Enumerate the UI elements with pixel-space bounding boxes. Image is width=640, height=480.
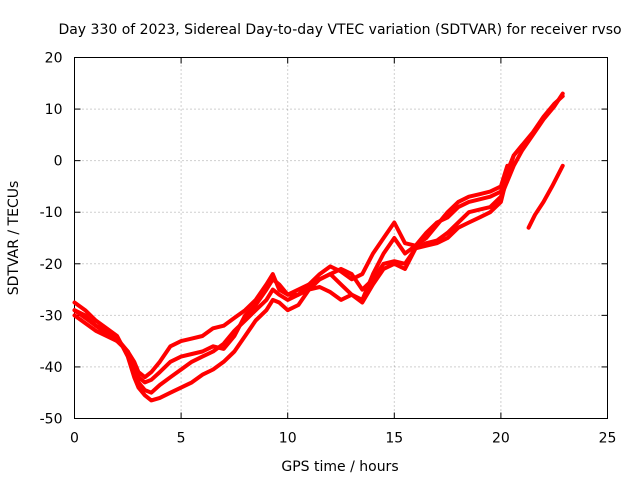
x-tick-label: 15 [385, 431, 403, 447]
y-tick-label: -40 [40, 360, 63, 376]
series-line-arc-4 [72, 163, 510, 395]
y-tick-label: -20 [40, 257, 63, 273]
series-group [72, 91, 565, 403]
series-line-arc-2 [72, 94, 565, 403]
chart-title: Day 330 of 2023, Sidereal Day-to-day VTE… [58, 22, 621, 38]
x-tick-label: 5 [177, 431, 186, 447]
axis-ticks: 0 5 10 15 20 25 -50 -40 -30 -20 -10 0 10 20 [40, 51, 617, 447]
y-tick-label: 0 [54, 154, 63, 170]
y-tick-label: 10 [45, 102, 63, 118]
x-tick-label: 0 [70, 431, 79, 447]
x-tick-label: 25 [599, 431, 617, 447]
series-line-arc-5 [526, 163, 565, 230]
x-axis-label: GPS time / hours [281, 459, 398, 475]
x-tick-label: 20 [492, 431, 510, 447]
plot-frame [74, 57, 608, 419]
y-tick-label: -50 [40, 412, 63, 428]
y-tick-label: -30 [40, 308, 63, 324]
grid [74, 57, 608, 419]
y-tick-label: -10 [40, 205, 63, 221]
y-axis-label: SDTVAR / TECUs [6, 181, 22, 296]
series-line-arc-3 [72, 143, 525, 380]
y-tick-label: 20 [45, 51, 63, 67]
series-line-arc-1 [72, 91, 565, 385]
x-tick-label: 10 [279, 431, 297, 447]
